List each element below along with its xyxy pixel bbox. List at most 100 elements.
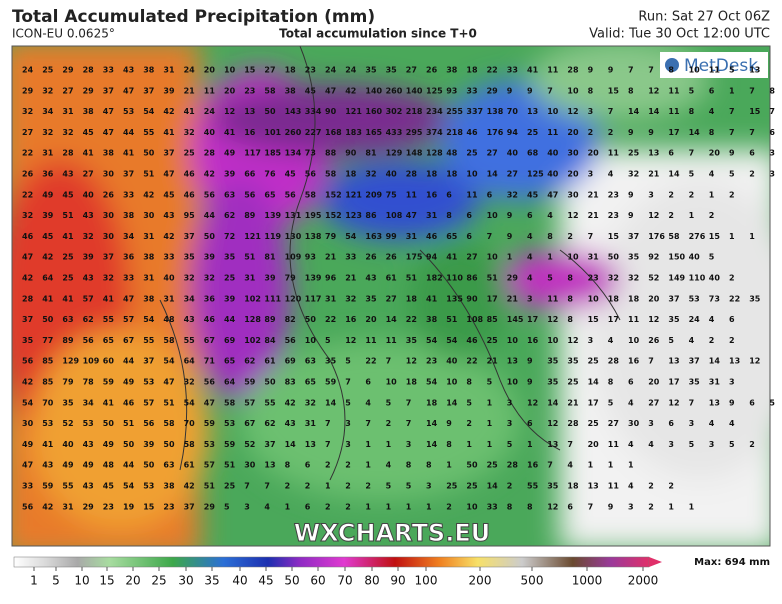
grid-value: 76: [264, 170, 276, 179]
grid-value: 29: [62, 66, 74, 75]
grid-value: 25: [466, 482, 478, 491]
grid-value: 54: [184, 398, 196, 407]
grid-value: 7: [386, 357, 392, 366]
grid-value: 7: [729, 128, 735, 137]
grid-value: 47: [325, 86, 336, 95]
grid-value: 11: [466, 190, 478, 199]
grid-value: 34: [42, 107, 54, 116]
grid-value: 41: [103, 398, 115, 407]
grid-value: 61: [264, 357, 276, 366]
grid-value: 32: [305, 398, 316, 407]
grid-value: 37: [184, 232, 195, 241]
grid-value: 63: [305, 357, 316, 366]
grid-value: 40: [83, 190, 95, 199]
grid-value: 49: [83, 461, 95, 470]
grid-value: 37: [264, 440, 275, 449]
colorbar-label: 35: [204, 574, 219, 588]
grid-value: 12: [224, 107, 235, 116]
grid-value: 55: [184, 336, 196, 345]
grid-value: 13: [648, 149, 659, 158]
grid-value: 16: [527, 336, 539, 345]
grid-value: 24: [325, 66, 337, 75]
grid-value: 7: [749, 128, 755, 137]
grid-value: 17: [668, 128, 679, 137]
grid-value: 121: [345, 107, 362, 116]
grid-value: 168: [325, 128, 342, 137]
grid-value: 1: [709, 190, 715, 199]
grid-value: 12: [547, 419, 558, 428]
grid-value: 14: [325, 398, 337, 407]
grid-value: 44: [123, 128, 135, 137]
grid-value: 26: [386, 253, 398, 262]
grid-value: 46: [426, 232, 438, 241]
grid-value: 1: [608, 461, 614, 470]
grid-value: 22: [365, 357, 376, 366]
grid-value: 46: [466, 128, 478, 137]
grid-value: 39: [143, 440, 155, 449]
colorbar-label: 70: [337, 574, 352, 588]
grid-value: 52: [62, 419, 73, 428]
grid-value: 2: [709, 211, 715, 220]
grid-value: 65: [224, 357, 236, 366]
grid-value: 1: [487, 398, 493, 407]
grid-value: 3: [527, 294, 533, 303]
grid-value: 18: [608, 294, 620, 303]
grid-value: 58: [305, 190, 317, 199]
grid-value: 3: [588, 336, 594, 345]
grid-value: 47: [103, 107, 114, 116]
grid-value: 55: [264, 398, 276, 407]
grid-value: 1: [426, 502, 432, 511]
grid-value: 20: [204, 66, 216, 75]
grid-value: 2: [749, 440, 755, 449]
grid-value: 33: [103, 66, 114, 75]
grid-value: 43: [83, 440, 94, 449]
grid-value: 5: [386, 482, 392, 491]
grid-value: 35: [386, 66, 398, 75]
grid-value: 6: [567, 502, 573, 511]
grid-value: 45: [527, 190, 539, 199]
grid-value: 8: [588, 86, 594, 95]
grid-value: 17: [668, 378, 679, 387]
grid-value: 33: [487, 502, 498, 511]
grid-value: 43: [123, 66, 134, 75]
grid-value: 51: [446, 315, 458, 324]
grid-value: 56: [244, 190, 256, 199]
grid-value: 53: [83, 419, 94, 428]
grid-value: 47: [123, 86, 134, 95]
title: Total Accumulated Precipitation (mm): [12, 7, 375, 27]
grid-value: 51: [487, 274, 499, 283]
grid-value: 31: [244, 274, 256, 283]
grid-value: 20: [648, 294, 660, 303]
grid-value: 21: [507, 294, 519, 303]
grid-value: 8: [608, 378, 614, 387]
grid-value: 1: [588, 461, 594, 470]
grid-value: 94: [426, 253, 438, 262]
grid-value: 149: [668, 274, 685, 283]
grid-value: 34: [184, 294, 196, 303]
grid-value: 34: [83, 398, 95, 407]
grid-value: 37: [689, 357, 700, 366]
grid-value: 41: [163, 128, 175, 137]
grid-value: 4: [547, 211, 553, 220]
grid-value: 3: [244, 502, 250, 511]
grid-value: 117: [305, 294, 322, 303]
grid-value: 21: [588, 190, 600, 199]
grid-value: 35: [567, 357, 579, 366]
grid-value: 25: [224, 274, 236, 283]
grid-value: 1: [325, 482, 331, 491]
grid-value: 25: [527, 128, 539, 137]
colorbar-label: 90: [390, 574, 405, 588]
grid-value: 54: [426, 336, 438, 345]
grid-value: 46: [22, 232, 34, 241]
grid-value: 38: [143, 253, 155, 262]
grid-value: 40: [386, 170, 398, 179]
grid-value: 41: [42, 440, 54, 449]
grid-value: 48: [163, 315, 175, 324]
grid-value: 50: [264, 378, 276, 387]
grid-value: 16: [426, 190, 438, 199]
grid-value: 84: [264, 336, 276, 345]
grid-value: 20: [709, 149, 721, 158]
grid-value: 8: [628, 86, 634, 95]
grid-value: 29: [83, 86, 95, 95]
grid-value: 276: [689, 232, 706, 241]
